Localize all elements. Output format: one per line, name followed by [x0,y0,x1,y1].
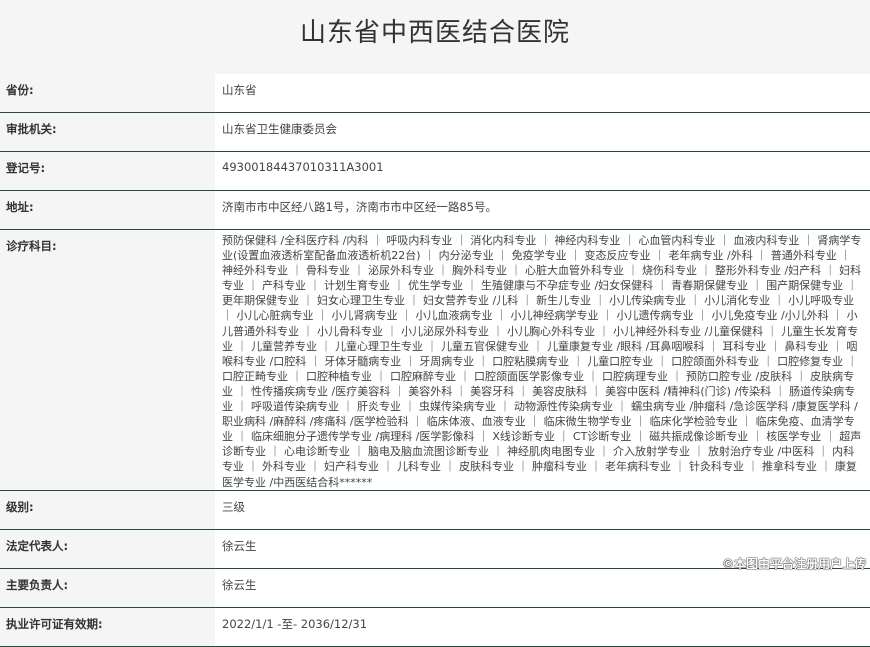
row-label: 执业许可证有效期: [0,607,215,647]
row-approval-authority: 审批机关: 山东省卫生健康委员会 [0,112,870,152]
row-value: 济南市市中区经八路1号，济南市市中区经一路85号。 [215,190,870,230]
row-level: 级别: 三级 [0,490,870,530]
row-value: 山东省卫生健康委员会 [215,112,870,152]
row-value: 山东省 [215,74,870,113]
row-label: 省份: [0,74,215,113]
row-value: 徐云生 [215,529,870,569]
row-label: 登记号: [0,151,215,191]
row-label: 诊疗科目: [0,229,215,491]
page-title: 山东省中西医结合医院 [299,18,570,48]
row-label: 地址: [0,190,215,230]
row-license-validity: 执业许可证有效期: 2022/1/1 -至- 2036/12/31 [0,607,870,647]
watermark: ©本图由平台注册用户上传 [721,557,866,571]
row-value: 徐云生 [215,568,870,608]
row-label: 主要负责人: [0,568,215,608]
row-value: 三级 [215,490,870,530]
row-value: 2022/1/1 -至- 2036/12/31 [215,607,870,647]
row-address: 地址: 济南市市中区经八路1号，济南市市中区经一路85号。 [0,190,870,230]
row-departments: 诊疗科目: 预防保健科 /全科医疗科 /内科 ｜ 呼吸内科专业 ｜ 消化内科专业 … [0,229,870,491]
row-province: 省份: 山东省 [0,74,870,113]
row-value: 49300184437010311A3001 [215,151,870,191]
row-value: 预防保健科 /全科医疗科 /内科 ｜ 呼吸内科专业 ｜ 消化内科专业 ｜ 神经内… [215,229,870,491]
row-label: 法定代表人: [0,529,215,569]
row-principal: 主要负责人: 徐云生 [0,568,870,608]
row-label: 级别: [0,490,215,530]
row-legal-representative: 法定代表人: 徐云生 [0,529,870,569]
row-registration-number: 登记号: 49300184437010311A3001 [0,151,870,191]
row-label: 审批机关: [0,112,215,152]
